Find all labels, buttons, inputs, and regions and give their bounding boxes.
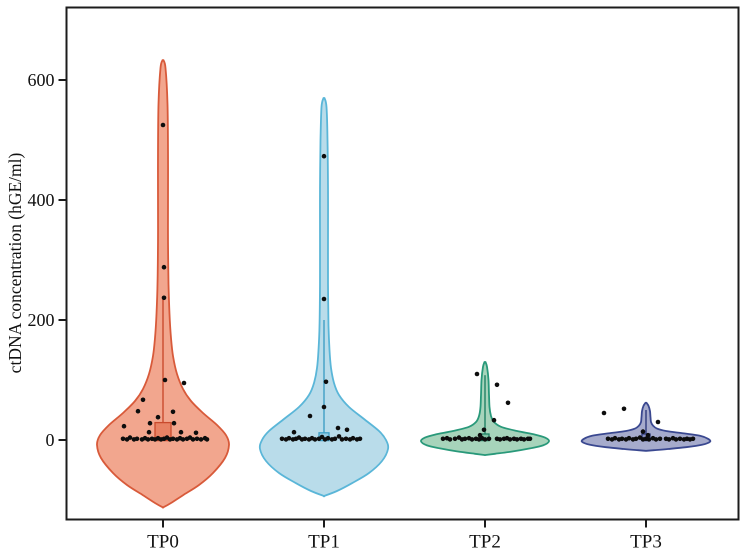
data-point-TP1 xyxy=(312,437,318,442)
y-tick-label: 400 xyxy=(28,190,55,210)
data-point-TP0 xyxy=(161,264,167,270)
data-point-TP0 xyxy=(127,435,133,440)
data-point-TP0 xyxy=(170,436,176,442)
data-point-TP1 xyxy=(350,435,356,441)
data-point-TP3 xyxy=(645,432,651,438)
data-point-TP0 xyxy=(140,397,146,403)
data-point-TP1 xyxy=(339,437,345,442)
x-tick-label-TP2: TP2 xyxy=(469,532,501,553)
data-point-TP0 xyxy=(145,437,151,442)
data-point-TP0 xyxy=(198,437,204,442)
data-point-TP3 xyxy=(621,406,627,412)
data-point-TP2 xyxy=(497,437,503,442)
data-point-TP3 xyxy=(646,437,652,442)
data-point-TP3 xyxy=(690,436,696,442)
data-point-TP1 xyxy=(307,413,313,419)
data-point-TP1 xyxy=(323,379,329,385)
data-point-TP0 xyxy=(190,437,196,442)
data-point-TP1 xyxy=(336,434,342,439)
x-tick-label-TP3: TP3 xyxy=(630,532,662,553)
data-point-TP2 xyxy=(447,437,453,442)
data-point-TP1 xyxy=(291,429,297,435)
data-point-TP1 xyxy=(321,296,327,302)
data-point-TP1 xyxy=(321,153,327,159)
data-point-TP2 xyxy=(481,427,487,433)
y-tick-label: 600 xyxy=(28,70,55,90)
data-point-TP1 xyxy=(344,427,350,433)
data-point-TP3 xyxy=(657,436,663,442)
data-point-TP3 xyxy=(605,436,611,442)
y-tick-label: 0 xyxy=(46,430,55,450)
data-point-TP2 xyxy=(469,437,475,442)
data-point-TP0 xyxy=(161,295,167,301)
data-point-TP2 xyxy=(491,417,497,423)
data-point-TP1 xyxy=(286,435,292,441)
y-tick-label: 200 xyxy=(28,310,55,330)
data-point-TP1 xyxy=(335,425,341,431)
data-point-TP3 xyxy=(640,429,646,434)
data-point-TP0 xyxy=(178,429,184,435)
data-point-TP1 xyxy=(302,436,308,442)
data-point-TP3 xyxy=(612,435,618,441)
data-point-TP2 xyxy=(494,382,500,388)
data-point-TP0 xyxy=(121,423,127,429)
data-point-TP0 xyxy=(194,436,200,442)
data-point-TP3 xyxy=(655,419,661,425)
data-point-TP2 xyxy=(462,436,468,442)
data-point-TP0 xyxy=(180,437,186,442)
data-point-TP3 xyxy=(619,436,625,442)
data-point-TP0 xyxy=(170,409,176,415)
data-point-TP3 xyxy=(633,436,639,442)
data-point-TP3 xyxy=(677,436,683,442)
data-point-TP0 xyxy=(171,420,177,426)
data-point-TP1 xyxy=(279,436,285,442)
data-point-TP1 xyxy=(357,436,363,442)
data-point-TP3 xyxy=(673,437,679,442)
data-point-TP0 xyxy=(160,122,166,128)
x-tick-label-TP1: TP1 xyxy=(308,532,340,553)
y-axis-title: ctDNA concentration (hGE/ml) xyxy=(5,153,25,374)
data-point-TP0 xyxy=(193,430,199,436)
data-point-TP0 xyxy=(120,436,126,442)
data-point-TP0 xyxy=(134,436,140,442)
data-point-TP2 xyxy=(486,436,492,442)
data-point-TP0 xyxy=(146,429,152,435)
data-point-TP1 xyxy=(325,435,331,441)
data-point-TP3 xyxy=(626,435,632,441)
violin-layer xyxy=(96,59,712,509)
data-point-TP2 xyxy=(505,400,511,406)
data-point-TP2 xyxy=(507,437,513,442)
axis-layer: 0 200 400 600 TP0 TP1 TP2 TP3 xyxy=(28,6,740,553)
x-tick-label-TP0: TP0 xyxy=(147,532,179,553)
data-point-TP1 xyxy=(343,436,349,442)
data-point-TP2 xyxy=(440,436,446,442)
data-point-TP0 xyxy=(181,380,187,386)
data-point-TP0 xyxy=(204,437,210,442)
data-point-TP2 xyxy=(452,436,458,442)
data-point-TP1 xyxy=(332,436,338,442)
data-point-TP2 xyxy=(514,437,520,442)
data-point-TP0 xyxy=(135,408,141,414)
data-point-TP3 xyxy=(653,437,659,442)
data-point-TP1 xyxy=(321,404,327,410)
data-point-TP2 xyxy=(527,436,533,442)
data-point-TP2 xyxy=(482,437,488,442)
data-point-TP2 xyxy=(474,371,480,377)
data-point-TP0 xyxy=(162,377,168,383)
violin-TP0 xyxy=(96,59,230,509)
data-point-TP0 xyxy=(155,414,161,420)
data-point-TP0 xyxy=(147,420,153,426)
data-point-TP3 xyxy=(601,410,607,416)
data-point-TP2 xyxy=(521,437,527,442)
data-point-TP3 xyxy=(666,437,672,442)
plot-frame xyxy=(65,6,740,521)
